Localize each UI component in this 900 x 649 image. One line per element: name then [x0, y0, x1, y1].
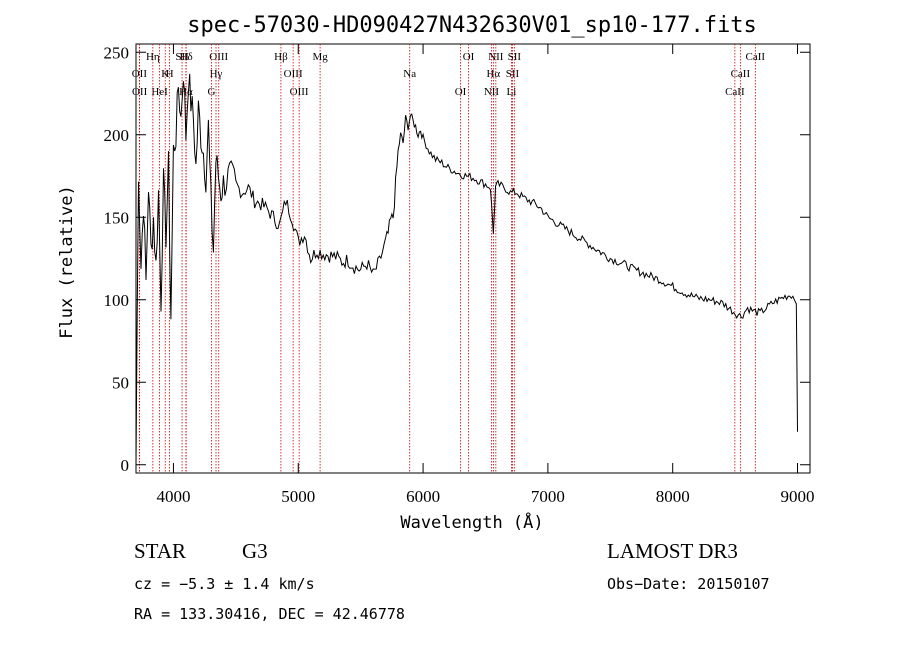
spectral-line-label: SII [175, 51, 189, 63]
spectral-line-label: NII [488, 51, 504, 63]
y-tick-label: 150 [104, 208, 130, 227]
spectral-line-label: SII [506, 68, 520, 80]
spectral-line-label: CaII [725, 86, 745, 98]
redshift-cz: cz = −5.3 ± 1.4 km/s [134, 575, 315, 593]
spectral-line-label: CaII [746, 51, 766, 63]
spectral-line-label: SII [508, 51, 522, 63]
object-subclass: G3 [242, 539, 268, 563]
y-tick-label: 250 [104, 43, 130, 62]
plot-frame [135, 43, 811, 474]
spectral-line-label: OI [463, 51, 475, 63]
spectral-lines: HδKHαOIIIOIIHeISIIHγOIIHηHGHβOIIIOIIIMgN… [132, 44, 766, 473]
x-tick-label: 6000 [406, 487, 440, 506]
coordinates: RA = 133.30416, DEC = 42.46778 [134, 605, 405, 623]
spectral-line-label: Hη [146, 51, 160, 63]
spectral-line-label: Li [507, 86, 517, 98]
spectral-line-label: OIII [209, 51, 228, 63]
x-tick-label: 4000 [156, 487, 190, 506]
y-tick-label: 200 [104, 126, 130, 145]
y-axis-ticks: 0 50 100 150 200 250 [104, 43, 810, 475]
spectral-line-label: Hα [486, 68, 500, 80]
spectral-line-label: CaII [731, 68, 751, 80]
spectral-line-label: OII [132, 86, 148, 98]
x-tick-label: 9000 [781, 487, 815, 506]
spectral-line-label: OI [455, 86, 467, 98]
spectral-line-label: Hγ [210, 68, 223, 80]
chart-title: spec-57030-HD090427N432630V01_sp10-177.f… [187, 13, 757, 38]
spectral-line-label: H [166, 68, 174, 80]
spectral-line-label: G [208, 86, 216, 98]
observation-date: Obs−Date: 20150107 [607, 575, 770, 593]
spectral-line-label: NII [484, 86, 500, 98]
spectral-line-label: OIII [290, 86, 309, 98]
spectral-line-label: HeI [151, 86, 168, 98]
x-axis-ticks: 4000 5000 6000 7000 8000 9000 [156, 44, 815, 506]
spectral-line-label: OIII [284, 68, 303, 80]
x-tick-label: 5000 [281, 487, 315, 506]
spectral-line-label: Hα [179, 86, 193, 98]
spectral-line-label: Na [403, 68, 416, 80]
survey-name: LAMOST DR3 [607, 539, 738, 563]
x-tick-label: 7000 [531, 487, 565, 506]
y-tick-label: 100 [104, 291, 130, 310]
x-axis-label: Wavelength (Å) [400, 511, 543, 533]
y-tick-label: 0 [121, 456, 130, 475]
object-class: STAR [134, 539, 186, 563]
spectrum-series [135, 73, 798, 466]
spectral-line-label: Hβ [274, 51, 288, 63]
info-panel: STAR G3 cz = −5.3 ± 1.4 km/s RA = 133.30… [134, 539, 770, 623]
spectral-line-label: K [161, 68, 169, 80]
x-tick-label: 8000 [656, 487, 690, 506]
y-tick-label: 50 [112, 373, 129, 392]
spectral-line-label: Mg [312, 51, 328, 63]
plot-area: HδKHαOIIIOIIHeISIIHγOIIHηHGHβOIIIOIIIMgN… [104, 43, 815, 506]
y-axis-label: Flux (relative) [57, 185, 77, 339]
